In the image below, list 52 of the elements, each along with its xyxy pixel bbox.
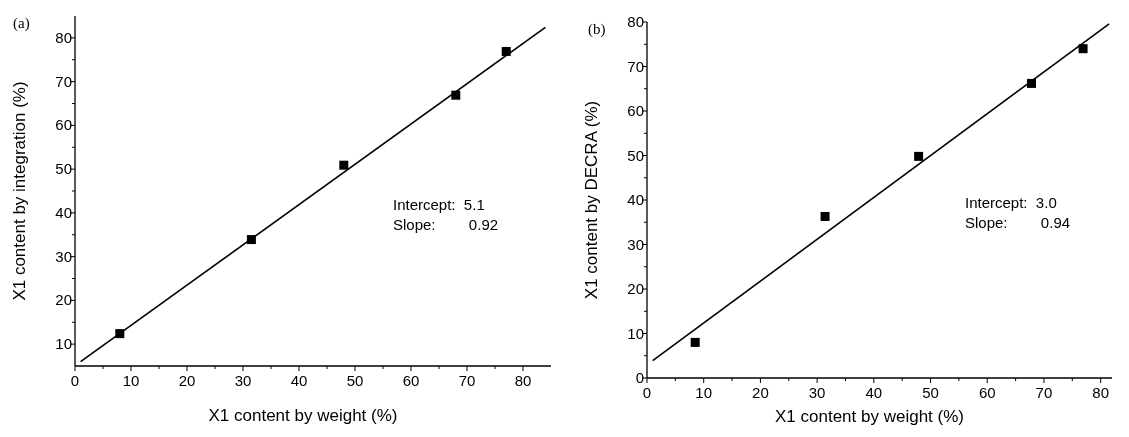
y-tick-label: 10 xyxy=(55,335,72,353)
chart-title: (a) xyxy=(13,15,30,32)
x-tick-label: 70 xyxy=(458,372,476,389)
y-tick-label: 10 xyxy=(627,324,644,342)
y-tick-label: 60 xyxy=(55,116,72,134)
x-tick-label: 20 xyxy=(178,372,196,389)
point xyxy=(1026,78,1036,88)
y-axis-title: X1 content by integration (%) xyxy=(10,81,29,301)
x-tick-label: 80 xyxy=(514,372,532,389)
y-tick-label: 30 xyxy=(627,235,644,253)
y-tick-label: 30 xyxy=(55,247,72,265)
point xyxy=(820,211,830,221)
x-tick-label: 40 xyxy=(290,372,308,389)
x-tick-label: 30 xyxy=(808,384,826,401)
y-tick-label: 50 xyxy=(55,160,72,178)
chart-title: (b) xyxy=(588,21,606,38)
x-tick-label: 20 xyxy=(752,384,769,401)
point xyxy=(501,46,511,56)
y-tick-label: 20 xyxy=(55,291,72,309)
x-tick-label: 10 xyxy=(695,384,713,401)
point xyxy=(115,329,125,339)
y-tick-label: 80 xyxy=(55,28,72,46)
annotation: Slope: 0.92 xyxy=(393,216,499,233)
y-tick-label: 70 xyxy=(627,57,644,75)
x-axis-title: X1 content by weight (%) xyxy=(775,407,964,426)
y-tick-label: 60 xyxy=(627,102,644,119)
x-tick-label: 80 xyxy=(1092,384,1109,401)
point xyxy=(246,235,256,245)
y-tick-label: 50 xyxy=(627,146,644,164)
y-axis-title: X1 content by DECRA (%) xyxy=(582,100,601,300)
point xyxy=(1078,44,1088,54)
y-tick-label: 40 xyxy=(627,191,644,208)
x-tick-label: 30 xyxy=(234,372,252,389)
annotation: Slope: 0.94 xyxy=(965,214,1071,231)
y-tick-label: 80 xyxy=(627,13,644,30)
x-axis-title: X1 content by weight (%) xyxy=(208,406,398,425)
x-tick-label: 40 xyxy=(865,384,883,401)
x-tick-label: 60 xyxy=(978,384,996,401)
y-tick-label: 20 xyxy=(627,280,644,297)
annotation: Intercept: 3.0 xyxy=(965,194,1057,211)
y-tick-label: 40 xyxy=(55,203,72,221)
annotation: Intercept: 5.1 xyxy=(393,196,485,213)
point xyxy=(914,151,924,161)
point xyxy=(690,337,700,347)
x-tick-label: 50 xyxy=(922,384,939,401)
x-tick-label: 10 xyxy=(122,372,140,389)
point xyxy=(339,160,349,170)
x-tick-label: 60 xyxy=(402,372,420,389)
x-tick-label: 70 xyxy=(1035,384,1053,401)
y-tick-label: 70 xyxy=(55,72,72,90)
point xyxy=(451,90,461,100)
x-tick-label: 50 xyxy=(346,372,364,389)
